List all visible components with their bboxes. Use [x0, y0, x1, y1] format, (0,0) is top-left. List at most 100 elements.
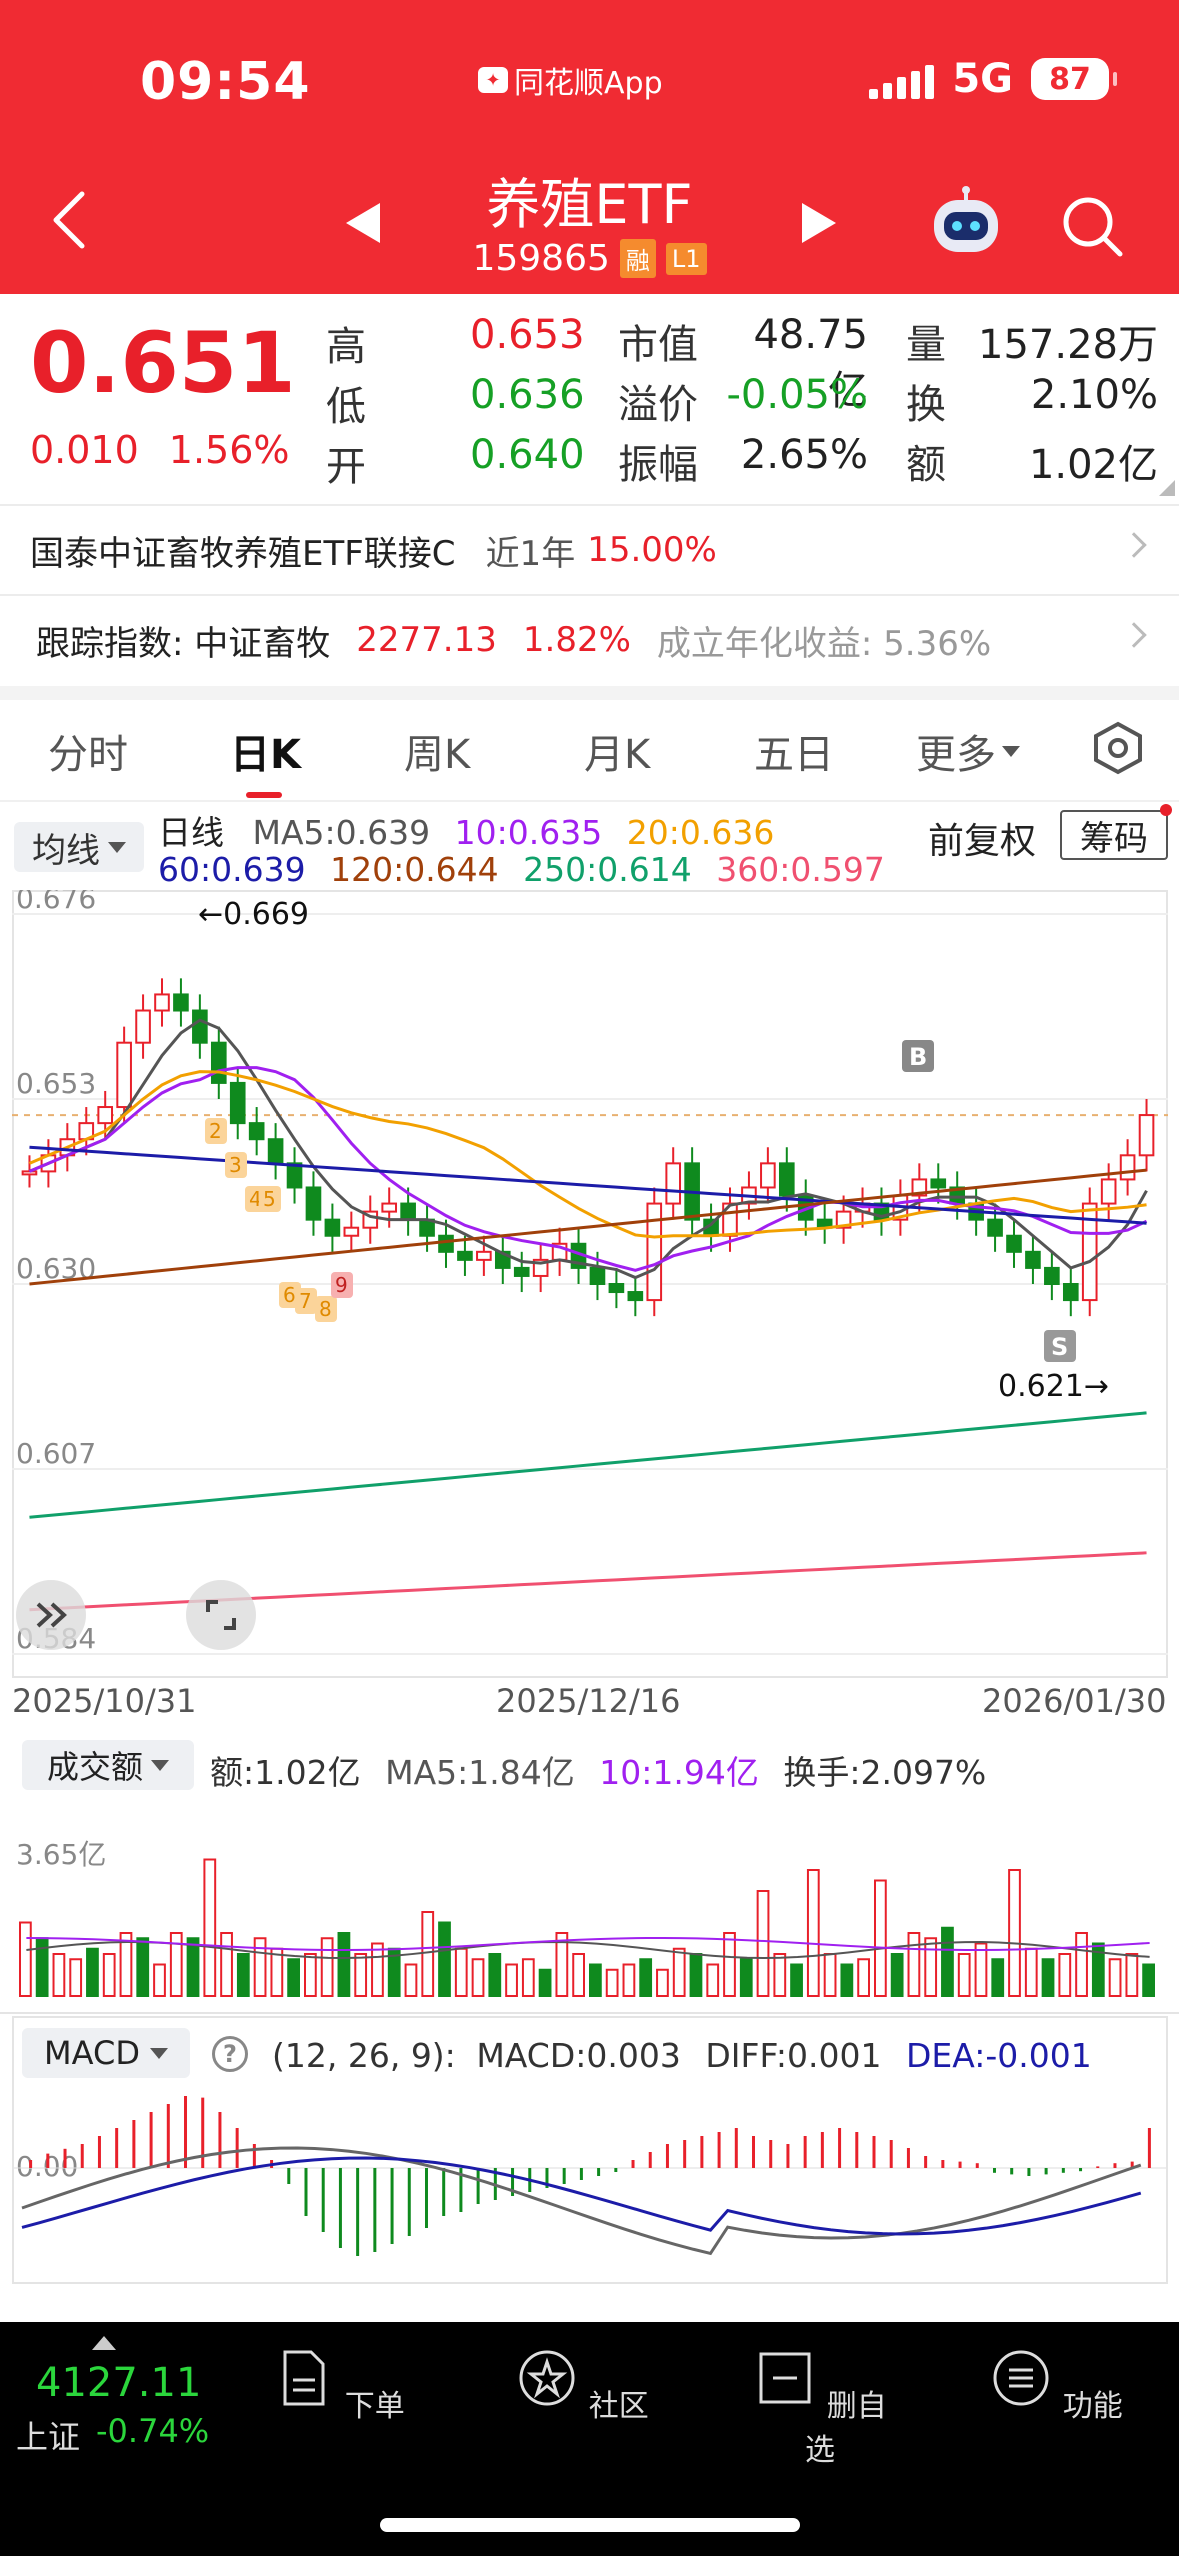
macd-chart[interactable]: 0.00	[12, 2084, 1168, 2284]
help-icon[interactable]: ?	[212, 2036, 248, 2072]
candle-body	[400, 1202, 416, 1221]
nav-community-label: 社区	[588, 2389, 649, 2424]
volume-value: 157.28万	[978, 322, 1158, 368]
tab-more-label: 更多	[916, 732, 996, 778]
chips-button[interactable]: 筹码	[1060, 810, 1168, 860]
date-start: 2025/10/31	[12, 1682, 197, 1720]
premium-label: 溢价	[618, 382, 698, 428]
volume-bar	[723, 1932, 736, 1997]
candle-body	[930, 1178, 947, 1189]
volume-selector[interactable]: 成交额	[22, 1740, 194, 1790]
low-value: 0.636	[470, 372, 585, 418]
index-expand-icon[interactable]	[92, 2336, 116, 2350]
ma10-label: 10:0.635	[454, 813, 603, 852]
prev-stock-icon[interactable]	[346, 203, 380, 243]
candle-body	[210, 1041, 227, 1084]
volume-bar	[907, 1932, 921, 1997]
turnover-label: 换	[906, 382, 946, 428]
volume-legend: 额:1.02亿 MA5:1.84亿 10:1.94亿 换手:2.097%	[210, 1746, 986, 1794]
ma-selector[interactable]: 均线	[14, 822, 144, 872]
expand-corner-icon[interactable]	[1159, 480, 1175, 496]
volume-bar	[136, 1937, 150, 1997]
tracking-index-pct: 1.82%	[522, 620, 631, 660]
candle-body	[116, 1041, 132, 1109]
volume-bar	[941, 1926, 954, 1997]
current-price: 0.651	[30, 314, 296, 412]
sh-index-value[interactable]: 4127.11	[36, 2360, 202, 2406]
quote-row-high: 高	[326, 314, 366, 372]
volume-amount: 额:1.02亿	[210, 1753, 361, 1792]
tab-five-day[interactable]: 五日	[754, 732, 834, 778]
dea-value: DEA:-0.001	[905, 2036, 1092, 2075]
fullscreen-button[interactable]	[186, 1580, 256, 1650]
volume-bar	[454, 1947, 468, 1997]
ma-legend-row1: 日线 MA5:0.639 10:0.635 20:0.636	[158, 806, 774, 854]
next-stock-icon[interactable]	[802, 203, 836, 243]
ma250-line	[29, 1411, 1147, 1519]
ma20-label: 20:0.636	[626, 813, 775, 852]
candle-body	[267, 1138, 284, 1165]
tab-weekly-k[interactable]: 周K	[404, 732, 471, 778]
page-title: 养殖ETF	[486, 173, 693, 236]
community-star-icon	[519, 2350, 575, 2406]
adjust-mode[interactable]: 前复权	[928, 821, 1037, 862]
amount-value: 1.02亿	[1028, 442, 1158, 488]
tracking-index-row[interactable]: 跟踪指数: 中证畜牧 2277.13 1.82% 成立年化收益: 5.36%	[0, 596, 1179, 684]
tab-more[interactable]: 更多	[916, 722, 1020, 780]
settings-hexagon-icon[interactable]	[1090, 720, 1146, 776]
volume-bar	[19, 1921, 32, 1997]
seq-dot-label: 2	[209, 1119, 222, 1143]
candle-body	[1062, 1283, 1079, 1302]
linked-fund-row[interactable]: 国泰中证畜牧养殖ETF联接C 近1年 15.00%	[0, 506, 1179, 594]
macd-params: (12, 26, 9):	[272, 2036, 456, 2075]
candle-body	[665, 1162, 682, 1205]
low-label: 低	[326, 384, 366, 430]
volume-y-tick: 3.65亿	[16, 1838, 106, 1871]
volume-bar	[270, 1947, 284, 1997]
kline-chart[interactable]: 0.6760.6530.6300.6070.584←0.6690.621→BS2…	[12, 890, 1168, 1678]
market-cap-value: 48.75亿	[753, 312, 868, 414]
nav-remove-watchlist-label: 删自选	[805, 2389, 887, 2468]
amount-label: 额	[906, 442, 946, 488]
volume-bar	[756, 1890, 770, 1997]
battery-icon: 87	[1031, 58, 1117, 100]
volume-bar	[890, 1953, 904, 1997]
high-marker: ←0.669	[198, 897, 309, 932]
volume-bar	[957, 1953, 971, 1997]
volume-chart[interactable]: 3.65亿	[12, 1800, 1168, 2000]
search-icon[interactable]	[1060, 194, 1124, 258]
nav-order[interactable]: 下单	[258, 2346, 418, 2425]
volume-ma5-line	[26, 1941, 1150, 1960]
nav-community[interactable]: 社区	[502, 2346, 662, 2425]
tab-monthly-k[interactable]: 月K	[584, 732, 651, 778]
tab-intraday[interactable]: 分时	[48, 732, 128, 778]
candle-body	[173, 993, 189, 1012]
nav-functions[interactable]: 功能	[976, 2346, 1136, 2425]
candle-body	[627, 1291, 644, 1302]
active-tab-indicator	[246, 792, 282, 798]
volume-ma10: 10:1.94亿	[599, 1753, 759, 1792]
seq-dot-label: 7	[299, 1289, 312, 1313]
back-arrow-icon[interactable]	[48, 190, 92, 250]
volume-bar	[1024, 1947, 1038, 1997]
volume-bar	[521, 1958, 535, 1997]
nav-remove-watchlist[interactable]: 删自选	[740, 2346, 900, 2469]
price-change: 0.010 1.56%	[30, 428, 290, 472]
volume-bar	[220, 1932, 233, 1997]
macd-selector[interactable]: MACD	[22, 2028, 190, 2078]
signal-label: S	[1051, 1333, 1068, 1361]
expand-left-button[interactable]	[16, 1580, 86, 1650]
premium-value: -0.05%	[726, 372, 868, 418]
robot-assistant-icon[interactable]	[928, 186, 1004, 262]
quote-panel: 0.651 0.010 1.56% 高 0.653 市值 48.75亿 量 15…	[0, 294, 1179, 504]
ma120-line	[29, 1168, 1147, 1286]
seq-dot	[315, 1296, 337, 1322]
volume-bar	[287, 1958, 300, 1997]
volume-bar	[1142, 1963, 1156, 1997]
macd-selector-label: MACD	[44, 2034, 140, 2072]
volume-bar	[857, 1958, 870, 1997]
tab-daily-k[interactable]: 日K	[230, 732, 301, 778]
linked-fund-name: 国泰中证畜牧养殖ETF联接C	[30, 533, 456, 574]
candle-body	[1119, 1154, 1136, 1181]
macd-frame	[12, 2016, 1168, 2284]
